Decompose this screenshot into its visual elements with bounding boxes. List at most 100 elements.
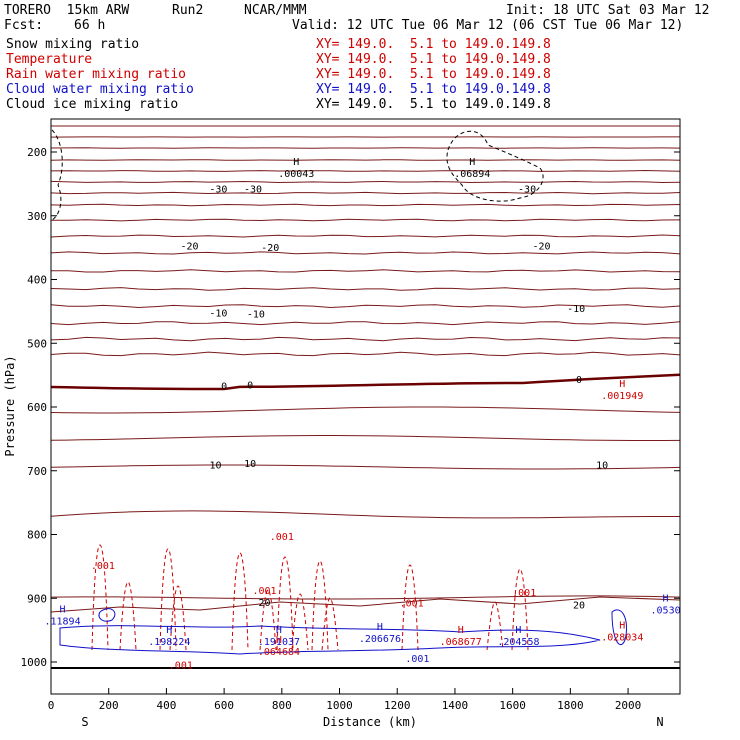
high-marker: H [515,625,521,636]
temperature-label: 20 [573,601,585,612]
high-marker: H [276,625,282,636]
rain-contour [291,593,309,651]
rain-contour [91,544,109,651]
x-axis-title: Distance (km) [323,715,417,729]
isoline [50,287,681,291]
legend-snow-xy: XY= 149.0. 5.1 to 149.0.149.8 [316,37,551,52]
temperature-label: -20 [261,243,279,254]
temperature-label: 10 [244,459,256,470]
rain-contour [169,585,187,651]
temperature-label: -10 [567,304,585,315]
isoline [50,373,681,391]
init-time: Init: 18 UTC Sat 03 Mar 12 [506,3,710,18]
isoline [50,251,681,255]
temperature-label: 0 [247,381,253,392]
contour-label: .001 [512,588,536,599]
south-label: S [81,715,88,729]
rain-contour [159,548,177,651]
legend-cloudwater-xy: XY= 149.0. 5.1 to 149.0.149.8 [316,82,551,97]
temperature-label: 10 [209,460,221,471]
rain-contour [259,589,277,651]
temperature-label: -30 [518,184,536,195]
legend-cloudice-xy: XY= 149.0. 5.1 to 149.0.149.8 [316,97,551,112]
isoline [50,596,681,613]
y-tick-label: 1000 [21,656,48,669]
forecast-label: Fcst: [4,18,44,33]
y-tick-label: 500 [27,337,47,350]
x-tick-label: 1000 [326,699,353,712]
cloud-ice-contour [446,130,544,202]
high-marker: H [276,635,282,646]
temperature-label: -30 [244,184,262,195]
high-marker: H [60,605,66,616]
high-value: .206676 [359,634,401,645]
y-axis-title: Pressure (hPa) [3,355,17,456]
y-tick-label: 800 [27,529,47,542]
y-tick-label: 700 [27,465,47,478]
isoline [50,510,680,519]
isoline [50,595,681,600]
contour-label: .001 [400,599,424,610]
legend-snow-label: Snow mixing ratio [6,37,140,52]
high-value: .0530 [651,606,681,617]
legend-temperature-label: Temperature [6,52,93,67]
high-value: .00043 [278,169,314,180]
high-marker: H [377,622,383,633]
high-marker: H [469,157,475,168]
temperature-label: -10 [247,309,265,320]
high-marker: H [663,594,669,605]
y-tick-label: 600 [27,401,47,414]
cloud-water-contour [98,608,116,622]
high-marker: H [619,379,625,390]
isoline [50,159,681,161]
forecast-hours: 66 h [74,18,106,33]
temperature-label: 10 [596,460,608,471]
high-marker: H [619,621,625,632]
high-value: .001949 [601,391,643,402]
isoline [50,336,681,342]
isoline [50,435,681,441]
y-tick-label: 400 [27,274,47,287]
rain-contour [119,581,137,651]
isoline [51,269,681,273]
x-tick-label: 1600 [499,699,526,712]
x-tick-label: 200 [99,699,119,712]
x-tick-label: 600 [214,699,234,712]
temperature-label: 0 [221,381,227,392]
isoline [50,406,681,414]
legend-rain-label: Rain water mixing ratio [6,67,187,82]
isoline [50,203,681,207]
high-value: .198224 [148,637,190,648]
x-tick-label: 800 [272,699,292,712]
contour-label: .001 [252,586,276,597]
isoline [50,191,681,195]
isoline [50,351,681,357]
rain-contour [511,568,529,651]
high-value: .064684 [258,647,300,658]
legend-rain-xy: XY= 149.0. 5.1 to 149.0.149.8 [316,67,551,82]
temperature-label: -20 [180,242,198,253]
rain-contour [401,564,419,651]
high-value: .11894 [44,617,80,628]
legend-temperature-xy: XY= 149.0. 5.1 to 149.0.149.8 [316,52,551,67]
cloud-water-contour [611,609,627,646]
x-tick-label: 0 [48,699,55,712]
contour-label: .001 [91,561,115,572]
isoline [50,169,681,172]
temperature-label: -20 [532,242,550,253]
model-title: TORERO 15km ARW [4,3,130,18]
y-tick-label: 200 [27,146,47,159]
high-value: .028034 [601,633,643,644]
run-label: Run2 [172,3,204,18]
contour-label: .001 [270,532,294,543]
high-marker: H [293,157,299,168]
high-value: .191037 [258,637,300,648]
high-value: .204558 [497,637,539,648]
isoline [50,464,681,470]
cloud-water-contour [59,625,601,655]
x-tick-label: 1800 [557,699,584,712]
isoline [50,304,681,309]
isoline [50,234,681,238]
high-value: .06894 [454,169,490,180]
isoline [50,321,681,326]
